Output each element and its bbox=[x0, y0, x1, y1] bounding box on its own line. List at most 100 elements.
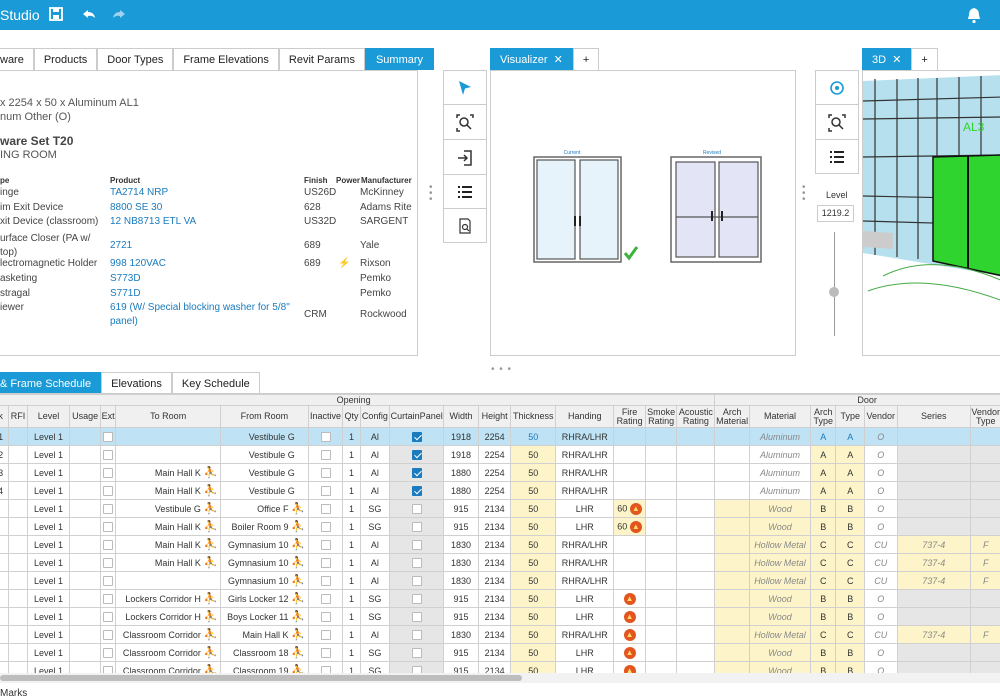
material-cell[interactable]: Hollow Metal bbox=[748, 553, 812, 572]
inactive-checkbox[interactable] bbox=[320, 665, 331, 673]
height-cell[interactable]: 2254 bbox=[477, 481, 512, 500]
inactive-cell[interactable] bbox=[307, 427, 344, 446]
handing-cell[interactable]: LHR bbox=[555, 517, 615, 536]
acoustic-rating-cell[interactable] bbox=[676, 553, 716, 572]
series-cell[interactable]: 737-4 bbox=[896, 625, 971, 644]
col-header-qty[interactable]: Qty bbox=[342, 405, 361, 428]
inactive-cell[interactable] bbox=[307, 463, 344, 482]
width-cell[interactable]: 1880 bbox=[443, 463, 479, 482]
ext-cell[interactable] bbox=[99, 463, 117, 482]
curtain-panel-checkbox[interactable] bbox=[411, 467, 422, 478]
arch-material-cell[interactable] bbox=[714, 427, 750, 446]
import-button[interactable] bbox=[444, 141, 486, 175]
to-room-cell[interactable] bbox=[115, 427, 222, 446]
config-cell[interactable]: Al bbox=[359, 625, 391, 644]
search-doc-button[interactable] bbox=[444, 209, 486, 243]
qty-cell[interactable]: 1 bbox=[342, 625, 361, 644]
col-header-arch-material[interactable]: Arch Material bbox=[714, 405, 750, 428]
config-cell[interactable]: SG bbox=[359, 589, 391, 608]
save-icon[interactable] bbox=[48, 6, 66, 24]
arch-material-cell[interactable] bbox=[714, 607, 750, 626]
hardware-product-link[interactable]: 998 120VAC bbox=[110, 258, 166, 269]
inactive-cell[interactable] bbox=[307, 661, 344, 673]
mark-cell[interactable] bbox=[0, 499, 10, 518]
from-room-cell[interactable]: Main Hall K ⛹ bbox=[220, 625, 309, 644]
tab-3d[interactable]: 3D ✕ bbox=[862, 48, 912, 70]
vendor-cell[interactable]: O bbox=[863, 427, 898, 446]
ext-cell[interactable] bbox=[99, 589, 117, 608]
ext-checkbox[interactable] bbox=[103, 647, 114, 658]
curtain-panel-checkbox[interactable] bbox=[411, 593, 422, 604]
material-cell[interactable]: Hollow Metal bbox=[748, 571, 812, 590]
handing-cell[interactable]: RHRA/LHR bbox=[555, 571, 615, 590]
smoke-rating-cell[interactable] bbox=[644, 463, 678, 482]
series-cell[interactable] bbox=[896, 427, 971, 446]
vendor-type-cell[interactable]: F bbox=[969, 535, 1000, 554]
col-header-inactive[interactable]: Inactive bbox=[307, 405, 344, 428]
material-cell[interactable]: Aluminum bbox=[748, 481, 812, 500]
inactive-checkbox[interactable] bbox=[320, 431, 331, 442]
inactive-checkbox[interactable] bbox=[320, 557, 331, 568]
mark-cell[interactable] bbox=[0, 589, 10, 608]
usage-cell[interactable] bbox=[69, 481, 101, 500]
qty-cell[interactable]: 1 bbox=[342, 607, 361, 626]
col-header-to-room[interactable]: To Room bbox=[115, 405, 222, 428]
type-cell[interactable]: B bbox=[835, 661, 865, 673]
arch-type-cell[interactable]: A bbox=[810, 463, 837, 482]
inactive-checkbox[interactable] bbox=[320, 485, 331, 496]
from-room-cell[interactable]: Gymnasium 10 ⛹ bbox=[220, 571, 309, 590]
config-cell[interactable]: Al bbox=[359, 463, 391, 482]
handing-cell[interactable]: RHRA/LHR bbox=[555, 535, 615, 554]
arch-type-cell[interactable]: B bbox=[810, 517, 837, 536]
ext-cell[interactable] bbox=[99, 625, 117, 644]
usage-cell[interactable] bbox=[69, 571, 101, 590]
to-room-cell[interactable]: Main Hall K ⛹ bbox=[115, 463, 222, 482]
arch-type-cell[interactable]: B bbox=[810, 499, 837, 518]
curtain-panel-cell[interactable] bbox=[389, 571, 445, 590]
mark-cell[interactable] bbox=[0, 517, 10, 536]
height-cell[interactable]: 2134 bbox=[477, 535, 512, 554]
width-cell[interactable]: 915 bbox=[443, 661, 479, 673]
level-slider-track[interactable] bbox=[834, 232, 835, 336]
from-room-cell[interactable]: Classroom 19 ⛹ bbox=[220, 661, 309, 673]
col-header-curtainpanel[interactable]: CurtainPanel bbox=[389, 405, 445, 428]
type-cell[interactable]: C bbox=[835, 625, 865, 644]
inactive-cell[interactable] bbox=[307, 445, 344, 464]
arch-type-cell[interactable]: B bbox=[810, 643, 837, 662]
tab-frame-elevations[interactable]: Frame Elevations bbox=[173, 48, 279, 70]
qty-cell[interactable]: 1 bbox=[342, 643, 361, 662]
col-header-height[interactable]: Height bbox=[477, 405, 512, 428]
config-cell[interactable]: SG bbox=[359, 661, 391, 673]
thickness-cell[interactable]: 50 bbox=[510, 499, 557, 518]
qty-cell[interactable]: 1 bbox=[342, 589, 361, 608]
level-cell[interactable]: Level 1 bbox=[26, 499, 71, 518]
qty-cell[interactable]: 1 bbox=[342, 463, 361, 482]
width-cell[interactable]: 1918 bbox=[443, 427, 479, 446]
config-cell[interactable]: Al bbox=[359, 553, 391, 572]
vendor-cell[interactable]: O bbox=[863, 643, 898, 662]
acoustic-rating-cell[interactable] bbox=[676, 571, 716, 590]
curtain-panel-checkbox[interactable] bbox=[411, 485, 422, 496]
to-room-cell[interactable] bbox=[115, 571, 222, 590]
mark-cell[interactable] bbox=[0, 643, 10, 662]
to-room-cell[interactable]: Main Hall K ⛹ bbox=[115, 517, 222, 536]
vendor-cell[interactable]: O bbox=[863, 445, 898, 464]
config-cell[interactable]: Al bbox=[359, 481, 391, 500]
from-room-cell[interactable]: Gymnasium 10 ⛹ bbox=[220, 535, 309, 554]
curtain-panel-checkbox[interactable] bbox=[411, 449, 422, 460]
table-row[interactable]: Level 1 Gymnasium 10 ⛹ 1 Al 1830 2134 50… bbox=[0, 571, 1000, 590]
material-cell[interactable]: Aluminum bbox=[748, 463, 812, 482]
hardware-product-link[interactable]: 2721 bbox=[110, 240, 133, 251]
col-header-usage[interactable]: Usage bbox=[69, 405, 101, 428]
fire-rating-cell[interactable] bbox=[613, 427, 646, 446]
table-row[interactable]: Level 1 Classroom Corridor ⛹ Main Hall K… bbox=[0, 625, 1000, 644]
hardware-product-link[interactable]: S773D bbox=[110, 273, 141, 284]
width-cell[interactable]: 915 bbox=[443, 517, 479, 536]
fire-rating-cell[interactable] bbox=[613, 481, 646, 500]
ext-cell[interactable] bbox=[99, 535, 117, 554]
arch-material-cell[interactable] bbox=[714, 625, 750, 644]
ext-checkbox[interactable] bbox=[103, 449, 114, 460]
col-header-material[interactable]: Material bbox=[748, 405, 812, 428]
ext-checkbox[interactable] bbox=[103, 611, 114, 622]
smoke-rating-cell[interactable] bbox=[644, 643, 678, 662]
